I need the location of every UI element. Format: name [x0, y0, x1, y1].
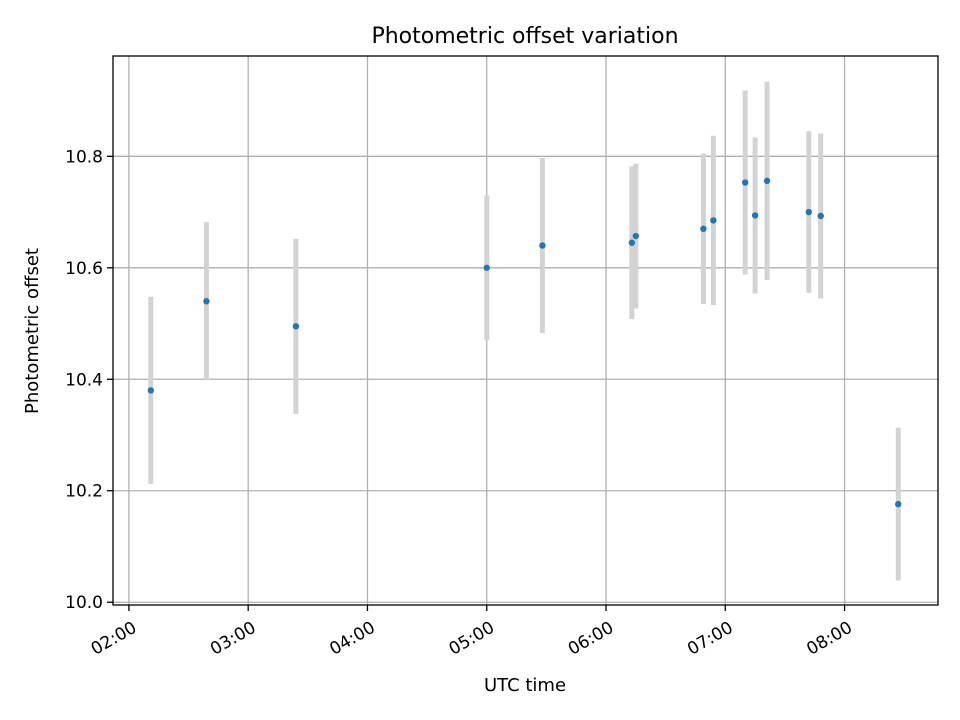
data-point [203, 298, 210, 305]
x-tick-label: 08:00 [803, 618, 855, 660]
data-point [539, 242, 546, 249]
data-point [628, 239, 636, 246]
x-axis-label: UTC time [484, 675, 566, 696]
data-point [292, 323, 300, 330]
y-tick-label: 10.6 [65, 259, 103, 279]
y-axis-ticks: 10.0 10.2 10.4 10.6 10.8 [65, 147, 113, 613]
data-point [895, 500, 902, 508]
data-point [632, 232, 640, 240]
data-point [817, 212, 824, 220]
data-points [147, 177, 902, 508]
x-tick-label: 03:00 [207, 618, 259, 660]
y-tick-label: 10.2 [65, 482, 103, 502]
x-tick-label: 07:00 [684, 618, 736, 660]
data-point [710, 217, 717, 224]
data-point [741, 179, 749, 186]
x-tick-label: 05:00 [446, 618, 498, 660]
plot-frame [112, 55, 939, 606]
data-point [763, 177, 771, 185]
data-point [700, 225, 707, 232]
data-point [147, 387, 154, 394]
y-tick-label: 10.8 [65, 147, 103, 167]
data-point [805, 208, 812, 216]
data-point [483, 264, 490, 271]
x-tick-label: 06:00 [565, 618, 617, 660]
x-tick-label: 04:00 [326, 618, 378, 660]
x-axis-ticks: 02:00 03:00 04:00 05:00 06:00 07:00 08:00 [88, 605, 856, 660]
grid [113, 56, 938, 605]
y-tick-label: 10.0 [65, 593, 103, 613]
y-tick-label: 10.4 [65, 370, 103, 390]
chart-title: Photometric offset variation [371, 24, 678, 49]
data-point [751, 212, 759, 219]
x-tick-label: 02:00 [88, 618, 140, 660]
y-axis-label: Photometric offset [22, 248, 43, 414]
